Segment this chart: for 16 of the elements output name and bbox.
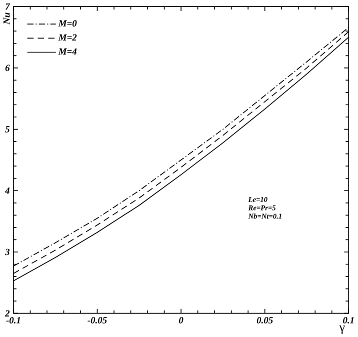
legend-label: M=0	[58, 20, 77, 26]
y-tick-label: 4	[4, 187, 10, 194]
y-tick-label: 2	[4, 310, 10, 316]
legend-label: M=4	[58, 48, 77, 54]
y-tick-label: 7	[5, 3, 10, 10]
y-axis-title: Nu	[3, 12, 10, 24]
y-tick-label: 5	[5, 126, 10, 132]
x-tick-label: 0.1	[343, 316, 354, 324]
x-tick-label: 0	[179, 316, 184, 324]
x-axis-title: γ	[339, 325, 345, 334]
y-tick-label: 3	[4, 248, 10, 255]
x-tick-label: 0.05	[256, 316, 273, 324]
x-tick-label: -0.05	[88, 316, 107, 324]
x-tick-label: -0.1	[6, 316, 20, 324]
y-tick-label: 6	[5, 64, 10, 71]
legend-label: M=2	[58, 34, 77, 40]
